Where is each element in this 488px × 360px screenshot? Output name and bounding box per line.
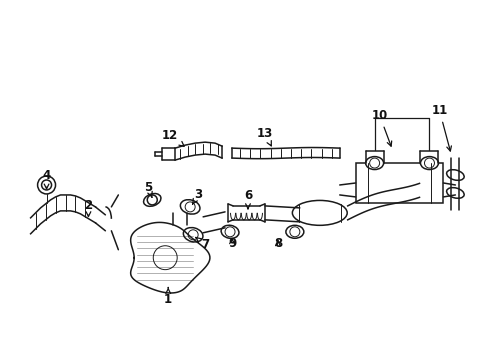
Ellipse shape — [420, 157, 438, 170]
Circle shape — [185, 202, 195, 212]
Text: 9: 9 — [227, 237, 236, 250]
Circle shape — [369, 158, 379, 168]
Text: 8: 8 — [273, 237, 282, 250]
Text: 13: 13 — [256, 127, 272, 146]
Circle shape — [188, 230, 198, 240]
Text: 6: 6 — [244, 189, 252, 209]
Ellipse shape — [446, 188, 463, 198]
Ellipse shape — [365, 157, 383, 170]
Ellipse shape — [221, 225, 239, 238]
Text: 7: 7 — [196, 237, 209, 251]
Circle shape — [424, 158, 433, 168]
Ellipse shape — [285, 225, 303, 238]
Circle shape — [41, 180, 51, 190]
Text: 2: 2 — [84, 199, 92, 216]
Text: 10: 10 — [371, 109, 391, 146]
Ellipse shape — [183, 228, 203, 242]
Ellipse shape — [292, 201, 346, 225]
Text: 12: 12 — [162, 129, 183, 146]
FancyBboxPatch shape — [355, 163, 443, 203]
Text: 11: 11 — [430, 104, 450, 151]
Text: 5: 5 — [144, 181, 152, 197]
Circle shape — [224, 227, 235, 237]
Ellipse shape — [143, 194, 161, 206]
Circle shape — [289, 227, 299, 237]
Text: 3: 3 — [192, 188, 202, 204]
Circle shape — [147, 195, 157, 205]
Text: 1: 1 — [164, 288, 172, 306]
Ellipse shape — [180, 200, 200, 214]
Text: 4: 4 — [42, 168, 51, 189]
Ellipse shape — [446, 170, 463, 180]
